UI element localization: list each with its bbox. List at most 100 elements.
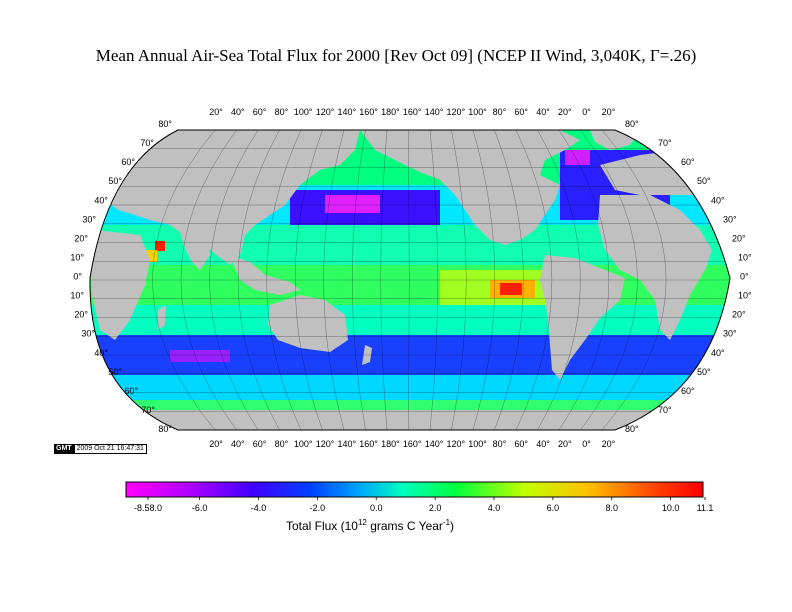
latitude-label-right: 30° bbox=[723, 214, 737, 224]
longitude-label: 140° bbox=[425, 439, 444, 449]
latitude-label-right: 40° bbox=[711, 348, 725, 358]
latitude-label-left: 70° bbox=[141, 405, 155, 415]
colorbar-tick-label: 11.1 bbox=[697, 503, 714, 513]
longitude-label: 40° bbox=[536, 107, 550, 117]
land-india bbox=[180, 232, 210, 270]
latitude-label-left: 10° bbox=[70, 291, 84, 301]
land-australia bbox=[268, 295, 348, 352]
longitude-label: 80° bbox=[275, 107, 289, 117]
longitude-label: 60° bbox=[514, 439, 528, 449]
latitude-label-left: 50° bbox=[108, 367, 122, 377]
latitude-label-left: 80° bbox=[158, 424, 172, 434]
top-longitude-labels: 20° 40° 60° 80° 100° 120° 140° 160° 180° 160° 140°… bbox=[209, 107, 615, 117]
land-eurasia bbox=[89, 130, 360, 265]
longitude-label: 120° bbox=[446, 107, 465, 117]
longitude-label: 40° bbox=[231, 107, 245, 117]
colorbar-tick-label: -4.0 bbox=[251, 503, 267, 513]
longitude-label: 60° bbox=[253, 439, 267, 449]
flux-patch-upwelling-core bbox=[500, 283, 522, 295]
latitude-label-left: 50° bbox=[108, 176, 122, 186]
latitude-label-left: 30° bbox=[81, 329, 95, 339]
latitude-label-left: 40° bbox=[94, 348, 108, 358]
latitude-label-left: 0° bbox=[73, 272, 82, 282]
land-africa bbox=[90, 230, 150, 340]
latitude-label-right: 50° bbox=[697, 367, 711, 377]
latitude-label-right: 70° bbox=[658, 138, 672, 148]
flux-patch-arabian-sea bbox=[155, 241, 165, 251]
flux-patch-labrador bbox=[565, 150, 590, 165]
colorbar-tick-label: -8.58.0 bbox=[134, 503, 162, 513]
graticule bbox=[89, 130, 730, 430]
colorbar-label-exp2: -1 bbox=[442, 518, 451, 527]
longitude-label: 160° bbox=[359, 439, 378, 449]
latitude-label-left: 10° bbox=[70, 252, 84, 262]
latitude-label-right: 60° bbox=[681, 157, 695, 167]
land-southeast-asia bbox=[230, 255, 300, 295]
longitude-label: 80° bbox=[493, 107, 507, 117]
colorbar-tick-label: 8.0 bbox=[605, 503, 618, 513]
bottom-longitude-labels: 20° 40° 60° 80° 100° 120° 140° 160° 180° 160° 140°… bbox=[209, 439, 615, 449]
colorbar-tick-label: 0.0 bbox=[370, 503, 383, 513]
latitude-label-left: 60° bbox=[124, 386, 138, 396]
colorbar-tick-label: -2.0 bbox=[310, 503, 326, 513]
longitude-label: 20° bbox=[602, 107, 616, 117]
latitude-label-right: 20° bbox=[732, 310, 746, 320]
longitude-label: 80° bbox=[275, 439, 289, 449]
latitude-label-left: 20° bbox=[74, 310, 88, 320]
latitude-label-right: 80° bbox=[625, 424, 639, 434]
longitude-label: 100° bbox=[468, 439, 487, 449]
colorbar-label: Total Flux (1012 grams C Year-1) bbox=[0, 518, 740, 533]
longitude-label: 160° bbox=[403, 439, 422, 449]
gmt-date: 2009 Oct 21 16:47:31 bbox=[73, 444, 147, 454]
colorbar-tick-label: 2.0 bbox=[429, 503, 442, 513]
flux-patch-south-indian bbox=[170, 350, 230, 362]
latitude-label-right: 40° bbox=[711, 195, 725, 205]
latitude-label-left: 70° bbox=[140, 138, 154, 148]
colorbar-label-mid: grams C Year bbox=[366, 519, 443, 533]
longitude-label: 160° bbox=[403, 107, 422, 117]
latitude-label-left: 20° bbox=[74, 233, 88, 243]
longitude-label: 60° bbox=[253, 107, 267, 117]
longitude-label: 180° bbox=[381, 439, 400, 449]
land-north-america bbox=[360, 130, 580, 245]
land-antarctica bbox=[89, 410, 730, 430]
longitude-label: 0° bbox=[582, 107, 591, 117]
longitude-label: 120° bbox=[446, 439, 465, 449]
longitude-label: 60° bbox=[514, 107, 528, 117]
gmt-logo: GMT bbox=[54, 444, 74, 454]
gmt-timestamp: GMT 2009 Oct 21 16:47:31 bbox=[54, 444, 147, 454]
land-africa-east bbox=[598, 195, 712, 340]
flux-band-south-tropic bbox=[89, 305, 730, 335]
right-latitude-labels: 80°70°60°50°40°30°20°10°0°10°20°30°40°50… bbox=[625, 119, 752, 434]
latitude-label-right: 0° bbox=[740, 272, 749, 282]
longitude-label: 100° bbox=[294, 107, 313, 117]
colorbar bbox=[125, 481, 704, 498]
map-frame bbox=[89, 129, 731, 431]
colorbar-label-exp1: 12 bbox=[357, 518, 367, 527]
latitude-label-right: 30° bbox=[723, 329, 737, 339]
latitude-label-right: 50° bbox=[697, 176, 711, 186]
longitude-label: 40° bbox=[536, 439, 550, 449]
map-title: Mean Annual Air-Sea Total Flux for 2000 … bbox=[95, 46, 697, 65]
longitude-label: 100° bbox=[294, 439, 313, 449]
map-body bbox=[89, 130, 730, 430]
latitude-label-left: 30° bbox=[82, 214, 96, 224]
longitude-label: 20° bbox=[602, 439, 616, 449]
flux-patch-north-pacific-core bbox=[325, 195, 380, 213]
latitude-label-right: 70° bbox=[658, 405, 672, 415]
longitude-label: 80° bbox=[493, 439, 507, 449]
left-latitude-labels: 80°70°60°50°40°30°20°10°0°10°20°30°40°50… bbox=[70, 119, 172, 434]
longitude-label: 100° bbox=[468, 107, 487, 117]
colorbar-label-main: Total Flux (10 bbox=[285, 519, 358, 533]
colorbar-tick-label: -6.0 bbox=[192, 503, 208, 513]
latitude-label-right: 60° bbox=[681, 386, 695, 396]
colorbar-label-end: ) bbox=[450, 519, 455, 533]
longitude-label: 0° bbox=[582, 439, 591, 449]
longitude-label: 140° bbox=[425, 107, 444, 117]
longitude-label: 120° bbox=[316, 107, 335, 117]
latitude-label-left: 40° bbox=[94, 195, 108, 205]
colorbar-ticks: -8.58.0 -6.0 -4.0 -2.0 0.0 2.0 4.0 6.0 8.0 10.0 11… bbox=[134, 497, 713, 513]
latitude-label-right: 80° bbox=[625, 119, 639, 129]
latitude-label-right: 20° bbox=[732, 233, 746, 243]
